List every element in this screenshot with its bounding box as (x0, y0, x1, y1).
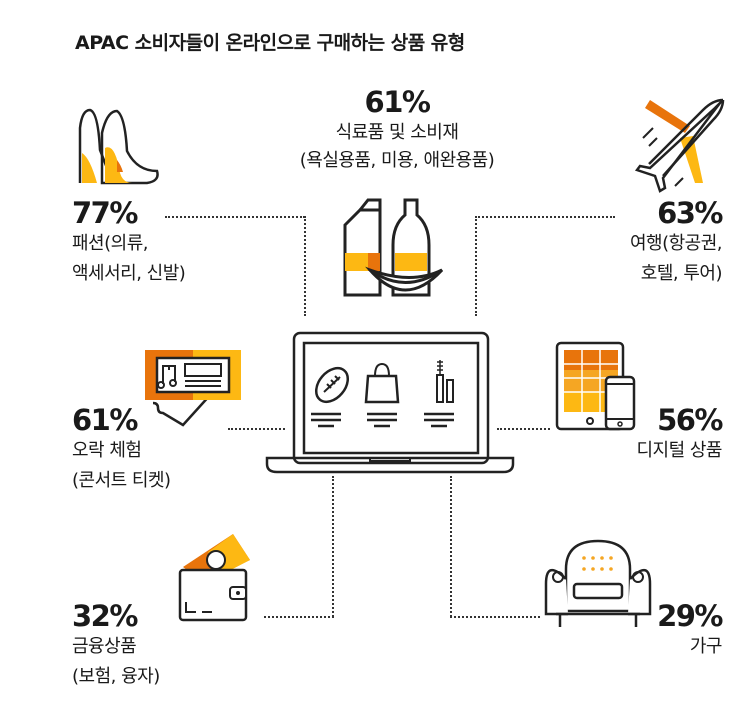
entertainment-label-1: 오락 체험 (72, 440, 142, 461)
connector-digital (497, 428, 550, 430)
category-fashion: 77% 패션(의류, 액세서리, 신발) (72, 196, 186, 289)
mascara-icon (436, 360, 454, 403)
fashion-label-2: 액세서리, 신발) (72, 263, 186, 284)
connector-travel (475, 216, 615, 218)
finance-percent: 32% (72, 599, 138, 633)
ticket-icon (145, 350, 241, 427)
food-label-2: (욕실용품, 미용, 애완용품) (299, 150, 495, 171)
food-label-1: 식료품 및 소비재 (335, 122, 459, 143)
connector-travel-v (475, 216, 477, 316)
category-digital: 56% 디지털 상품 (636, 403, 723, 466)
high-heels-icon (78, 108, 159, 185)
tablet-phone-icon (555, 341, 636, 431)
connector-finance-v (332, 476, 334, 617)
finance-label-1: 금융상품 (72, 636, 137, 657)
category-food: 61% 식료품 및 소비재 (욕실용품, 미용, 애완용품) (247, 86, 547, 174)
connector-fashion (165, 216, 305, 218)
wallet-icon (178, 534, 250, 622)
category-entertainment: 61% 오락 체험 (콘서트 티켓) (72, 404, 171, 496)
travel-percent: 63% (657, 196, 723, 230)
connector-furniture-v (450, 476, 452, 617)
category-finance: 32% 금융상품 (보험, 융자) (72, 600, 160, 692)
furniture-label-1: 가구 (689, 636, 723, 657)
page-title: APAC 소비자들이 온라인으로 구매하는 상품 유형 (75, 32, 465, 54)
finance-label-2: (보험, 융자) (72, 666, 160, 687)
shopping-bag-icon (364, 362, 400, 404)
category-furniture: 29% 가구 (657, 599, 723, 662)
digital-percent: 56% (657, 403, 723, 437)
connector-finance (264, 616, 334, 618)
armchair-icon (544, 539, 652, 627)
digital-label-1: 디지털 상품 (636, 440, 722, 461)
airplane-icon (634, 98, 725, 193)
travel-label-1: 여행(항공권, (629, 233, 723, 254)
entertainment-label-2: (콘서트 티켓) (72, 470, 171, 491)
furniture-percent: 29% (657, 599, 723, 633)
laptop-shopping-icon (265, 331, 515, 474)
food-percent: 61% (364, 85, 431, 119)
category-travel: 63% 여행(항공권, 호텔, 투어) (629, 196, 724, 289)
fashion-label-1: 패션(의류, (72, 233, 148, 254)
entertainment-percent: 61% (72, 403, 138, 437)
travel-label-2: 호텔, 투어) (640, 263, 723, 284)
fashion-percent: 77% (72, 196, 138, 230)
connector-fashion-v (304, 216, 306, 316)
football-icon (314, 366, 350, 404)
connector-entertainment (228, 428, 285, 430)
grocery-icon (343, 198, 444, 297)
connector-furniture (450, 616, 540, 618)
